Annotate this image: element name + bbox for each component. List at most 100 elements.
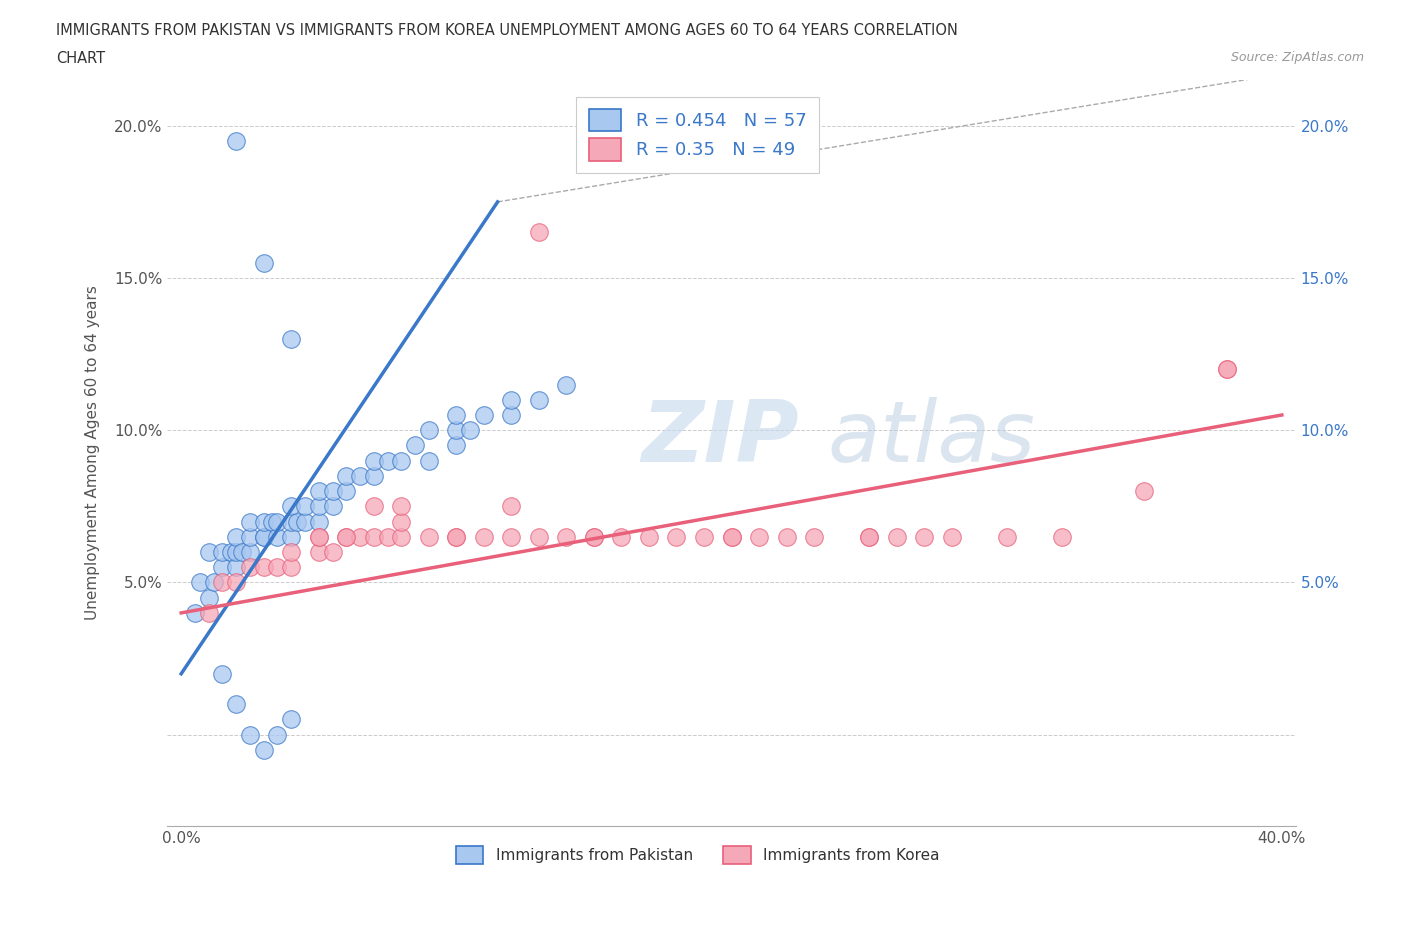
Point — [858, 529, 880, 544]
Point — [941, 529, 963, 544]
Point — [720, 529, 742, 544]
Point — [308, 498, 330, 513]
Point — [389, 453, 412, 468]
Point — [294, 514, 316, 529]
Point — [610, 529, 633, 544]
Point — [446, 423, 468, 438]
Point — [527, 392, 550, 407]
Point — [308, 529, 330, 544]
Point — [197, 591, 219, 605]
Point — [211, 666, 233, 681]
Point — [665, 529, 688, 544]
Point — [582, 529, 605, 544]
Point — [803, 529, 825, 544]
Point — [285, 514, 308, 529]
Point — [404, 438, 426, 453]
Point — [527, 225, 550, 240]
Point — [418, 423, 440, 438]
Point — [335, 469, 357, 484]
Point — [225, 134, 247, 149]
Point — [748, 529, 770, 544]
Point — [280, 514, 302, 529]
Point — [1216, 362, 1239, 377]
Point — [266, 529, 288, 544]
Point — [202, 575, 225, 590]
Point — [322, 498, 344, 513]
Point — [335, 529, 357, 544]
Point — [446, 407, 468, 422]
Point — [280, 712, 302, 727]
Point — [446, 529, 468, 544]
Point — [335, 529, 357, 544]
Point — [253, 742, 276, 757]
Legend: Immigrants from Pakistan, Immigrants from Korea: Immigrants from Pakistan, Immigrants fro… — [450, 840, 946, 870]
Text: ZIP: ZIP — [641, 396, 799, 480]
Point — [253, 529, 276, 544]
Text: IMMIGRANTS FROM PAKISTAN VS IMMIGRANTS FROM KOREA UNEMPLOYMENT AMONG AGES 60 TO : IMMIGRANTS FROM PAKISTAN VS IMMIGRANTS F… — [56, 23, 957, 38]
Point — [501, 529, 523, 544]
Point — [197, 605, 219, 620]
Point — [389, 514, 412, 529]
Point — [912, 529, 935, 544]
Point — [501, 407, 523, 422]
Point — [446, 438, 468, 453]
Point — [253, 560, 276, 575]
Text: atlas: atlas — [827, 396, 1035, 480]
Point — [349, 469, 371, 484]
Point — [225, 545, 247, 560]
Point — [308, 514, 330, 529]
Point — [294, 498, 316, 513]
Point — [280, 560, 302, 575]
Point — [377, 529, 399, 544]
Point — [225, 697, 247, 711]
Point — [363, 498, 385, 513]
Point — [253, 256, 276, 271]
Point — [266, 560, 288, 575]
Point — [197, 545, 219, 560]
Y-axis label: Unemployment Among Ages 60 to 64 years: Unemployment Among Ages 60 to 64 years — [86, 286, 100, 620]
Point — [280, 498, 302, 513]
Point — [308, 484, 330, 498]
Point — [389, 529, 412, 544]
Point — [363, 469, 385, 484]
Point — [239, 560, 262, 575]
Point — [266, 514, 288, 529]
Point — [886, 529, 908, 544]
Point — [225, 529, 247, 544]
Point — [322, 484, 344, 498]
Point — [458, 423, 481, 438]
Point — [190, 575, 212, 590]
Point — [555, 529, 578, 544]
Point — [472, 407, 495, 422]
Point — [720, 529, 742, 544]
Point — [322, 545, 344, 560]
Point — [418, 453, 440, 468]
Point — [349, 529, 371, 544]
Text: CHART: CHART — [56, 51, 105, 66]
Point — [280, 331, 302, 346]
Point — [377, 453, 399, 468]
Point — [1133, 484, 1156, 498]
Point — [239, 529, 262, 544]
Point — [280, 545, 302, 560]
Point — [239, 727, 262, 742]
Point — [253, 529, 276, 544]
Point — [501, 498, 523, 513]
Point — [211, 545, 233, 560]
Point — [335, 484, 357, 498]
Point — [239, 514, 262, 529]
Point — [211, 560, 233, 575]
Point — [446, 529, 468, 544]
Text: Source: ZipAtlas.com: Source: ZipAtlas.com — [1230, 51, 1364, 64]
Point — [308, 545, 330, 560]
Point — [775, 529, 797, 544]
Point — [225, 575, 247, 590]
Point — [555, 377, 578, 392]
Point — [582, 529, 605, 544]
Point — [389, 498, 412, 513]
Point — [280, 529, 302, 544]
Point — [219, 545, 242, 560]
Point — [1216, 362, 1239, 377]
Point — [418, 529, 440, 544]
Point — [184, 605, 207, 620]
